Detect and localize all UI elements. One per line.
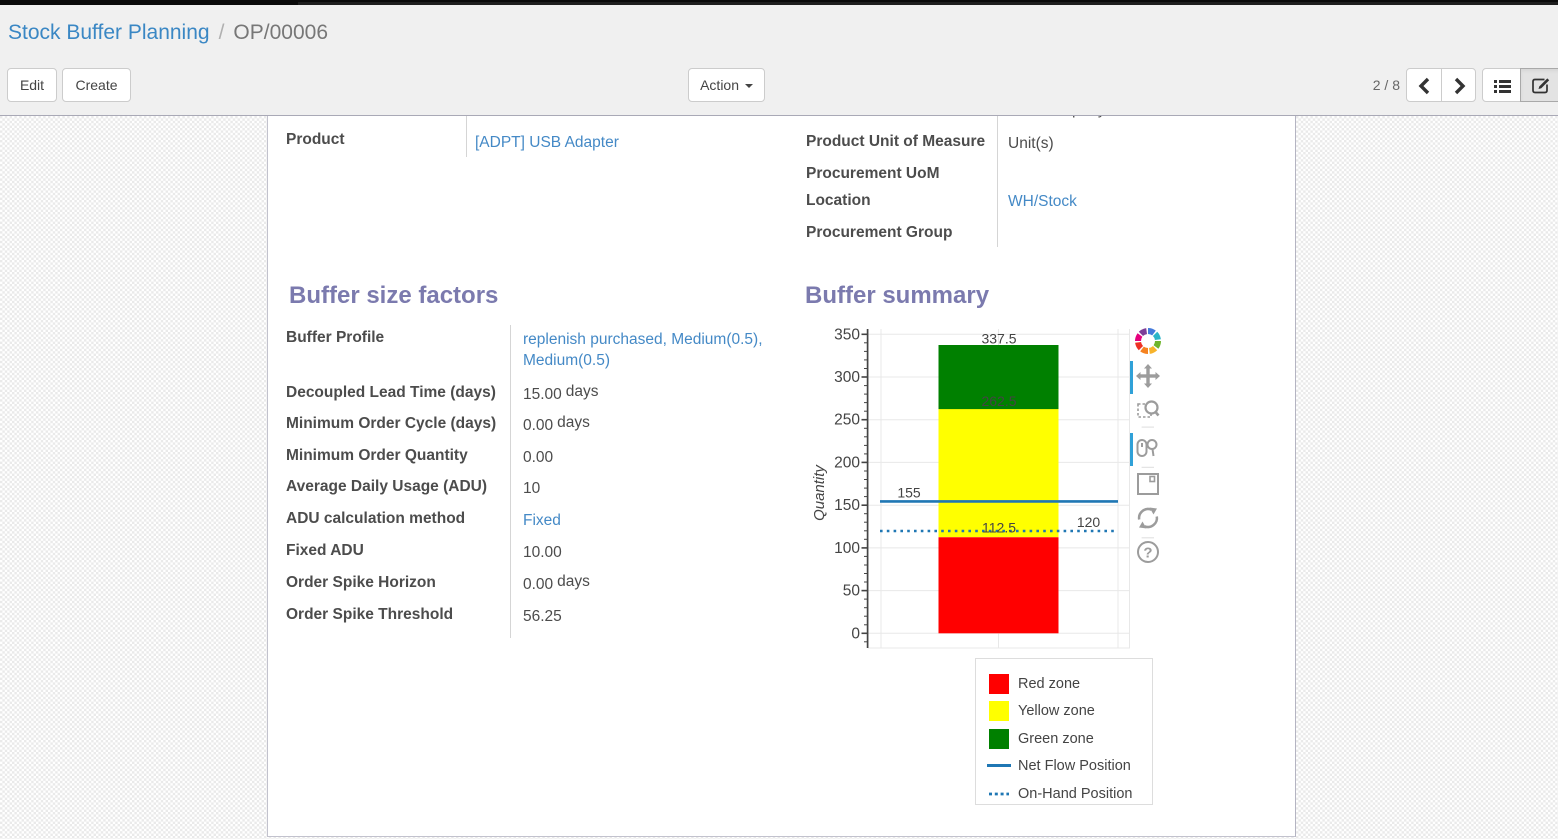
- svg-text:250: 250: [834, 412, 860, 429]
- svg-text:100: 100: [834, 540, 860, 557]
- svg-text:?: ?: [1143, 545, 1152, 562]
- svg-text:337.5: 337.5: [981, 331, 1016, 347]
- svg-text:300: 300: [834, 369, 860, 386]
- svg-text:155: 155: [897, 485, 921, 501]
- svg-text:262.5: 262.5: [981, 393, 1016, 409]
- svg-text:200: 200: [834, 454, 860, 471]
- svg-text:Quantity: Quantity: [811, 464, 828, 521]
- svg-text:150: 150: [834, 497, 860, 514]
- svg-text:0: 0: [851, 625, 860, 642]
- svg-text:350: 350: [834, 326, 860, 343]
- svg-text:50: 50: [843, 583, 861, 600]
- svg-text:120: 120: [1077, 514, 1101, 530]
- svg-text:112.5: 112.5: [982, 520, 1016, 536]
